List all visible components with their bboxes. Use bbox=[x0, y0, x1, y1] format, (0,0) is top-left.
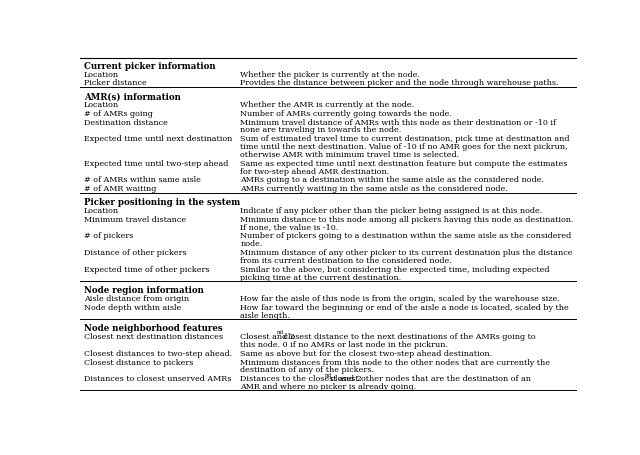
Text: Picker positioning in the system: Picker positioning in the system bbox=[84, 198, 240, 207]
Text: Distances to the closest and 2: Distances to the closest and 2 bbox=[240, 374, 362, 383]
Text: Expected time until next destination: Expected time until next destination bbox=[84, 135, 232, 143]
Text: Picker distance: Picker distance bbox=[84, 79, 147, 87]
Text: nd: nd bbox=[276, 329, 284, 334]
Text: Number of AMRs currently going towards the node.: Number of AMRs currently going towards t… bbox=[240, 110, 452, 117]
Text: Whether the picker is currently at the node.: Whether the picker is currently at the n… bbox=[240, 71, 420, 78]
Text: Closest distance to pickers: Closest distance to pickers bbox=[84, 358, 193, 366]
Text: Location: Location bbox=[84, 101, 119, 109]
Text: Number of pickers going to a destination within the same aisle as the considered: Number of pickers going to a destination… bbox=[240, 232, 572, 240]
Text: node.: node. bbox=[240, 240, 262, 248]
Text: Similar to the above, but considering the expected time, including expected: Similar to the above, but considering th… bbox=[240, 265, 550, 273]
Text: Closest distances to two-step ahead.: Closest distances to two-step ahead. bbox=[84, 349, 232, 357]
Text: picking time at the current destination.: picking time at the current destination. bbox=[240, 273, 401, 281]
Text: How far toward the beginning or end of the aisle a node is located, scaled by th: How far toward the beginning or end of t… bbox=[240, 303, 569, 311]
Text: AMRs going to a destination within the same aisle as the considered node.: AMRs going to a destination within the s… bbox=[240, 176, 544, 184]
Text: Closest and 2: Closest and 2 bbox=[240, 332, 295, 340]
Text: from its current destination to the considered node.: from its current destination to the cons… bbox=[240, 256, 452, 264]
Text: AMRs currently waiting in the same aisle as the considered node.: AMRs currently waiting in the same aisle… bbox=[240, 185, 508, 193]
Text: Provides the distance between picker and the node through warehouse paths.: Provides the distance between picker and… bbox=[240, 79, 559, 87]
Text: closest other nodes that are the destination of an: closest other nodes that are the destina… bbox=[328, 374, 531, 383]
Text: Current picker information: Current picker information bbox=[84, 62, 216, 71]
Text: Destination distance: Destination distance bbox=[84, 118, 168, 126]
Text: # of AMRs going: # of AMRs going bbox=[84, 110, 153, 117]
Text: time until the next destination. Value of -10 if no AMR goes for the next pickru: time until the next destination. Value o… bbox=[240, 143, 568, 151]
Text: Node neighborhood features: Node neighborhood features bbox=[84, 324, 223, 333]
Text: Indicate if any picker other than the picker being assigned is at this node.: Indicate if any picker other than the pi… bbox=[240, 207, 543, 214]
Text: Node depth within aisle: Node depth within aisle bbox=[84, 303, 181, 311]
Text: AMR and where no picker is already going.: AMR and where no picker is already going… bbox=[240, 382, 417, 390]
Text: # of AMRs within same aisle: # of AMRs within same aisle bbox=[84, 176, 201, 184]
Text: none are traveling in towards the node.: none are traveling in towards the node. bbox=[240, 126, 401, 134]
Text: closest distance to the next destinations of the AMRs going to: closest distance to the next destination… bbox=[281, 332, 535, 340]
Text: Distance of other pickers: Distance of other pickers bbox=[84, 248, 187, 257]
Text: Node region information: Node region information bbox=[84, 286, 204, 294]
Text: # of AMR waiting: # of AMR waiting bbox=[84, 185, 156, 193]
Text: Same as above but for the closest two-step ahead destination.: Same as above but for the closest two-st… bbox=[240, 349, 492, 357]
Text: Minimum travel distance: Minimum travel distance bbox=[84, 215, 186, 223]
Text: Expected time of other pickers: Expected time of other pickers bbox=[84, 265, 209, 273]
Text: nd: nd bbox=[324, 372, 332, 377]
Text: destination of any of the pickers.: destination of any of the pickers. bbox=[240, 366, 374, 374]
Text: # of pickers: # of pickers bbox=[84, 232, 133, 240]
Text: If none, the value is -10.: If none, the value is -10. bbox=[240, 223, 339, 231]
Text: Location: Location bbox=[84, 71, 119, 78]
Text: this node. 0 if no AMRs or last node in the pickrun.: this node. 0 if no AMRs or last node in … bbox=[240, 340, 448, 348]
Text: for two-step ahead AMR destination.: for two-step ahead AMR destination. bbox=[240, 167, 390, 175]
Text: How far the aisle of this node is from the origin, scaled by the warehouse size.: How far the aisle of this node is from t… bbox=[240, 294, 560, 302]
Text: AMR(s) information: AMR(s) information bbox=[84, 92, 181, 101]
Text: Location: Location bbox=[84, 207, 119, 214]
Text: Sum of estimated travel time to current destination, pick time at destination an: Sum of estimated travel time to current … bbox=[240, 135, 570, 143]
Text: Minimum distances from this node to the other nodes that are currently the: Minimum distances from this node to the … bbox=[240, 358, 550, 366]
Text: Whether the AMR is currently at the node.: Whether the AMR is currently at the node… bbox=[240, 101, 414, 109]
Text: Minimum distance of any other picker to its current destination plus the distanc: Minimum distance of any other picker to … bbox=[240, 248, 573, 257]
Text: Same as expected time until next destination feature but compute the estimates: Same as expected time until next destina… bbox=[240, 159, 568, 167]
Text: aisle length.: aisle length. bbox=[240, 311, 290, 319]
Text: Closest next destination distances: Closest next destination distances bbox=[84, 332, 223, 340]
Text: Aisle distance from origin: Aisle distance from origin bbox=[84, 294, 189, 302]
Text: Minimum travel distance of AMRs with this node as their destination or -10 if: Minimum travel distance of AMRs with thi… bbox=[240, 118, 556, 126]
Text: Expected time until two-step ahead: Expected time until two-step ahead bbox=[84, 159, 228, 167]
Text: otherwise AMR with minimum travel time is selected.: otherwise AMR with minimum travel time i… bbox=[240, 151, 460, 158]
Text: Distances to closest unserved AMRs: Distances to closest unserved AMRs bbox=[84, 374, 231, 383]
Text: Minimum distance to this node among all pickers having this node as destination.: Minimum distance to this node among all … bbox=[240, 215, 573, 223]
